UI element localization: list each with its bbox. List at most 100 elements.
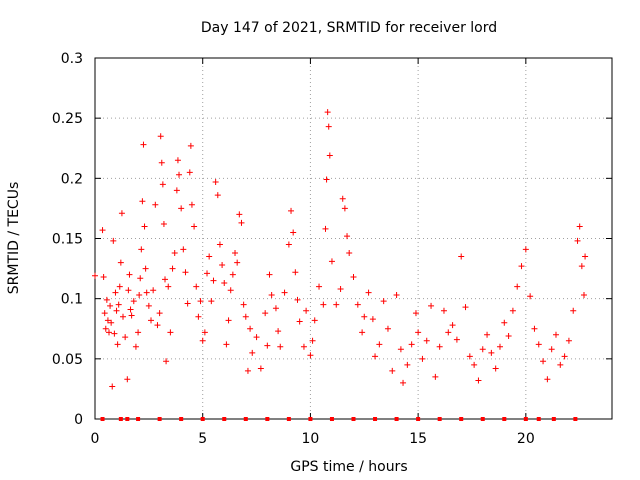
data-point bbox=[380, 298, 387, 305]
data-point bbox=[436, 343, 443, 350]
data-point bbox=[527, 293, 534, 300]
data-point bbox=[159, 181, 166, 188]
data-point bbox=[384, 325, 391, 332]
data-point bbox=[102, 325, 109, 332]
data-point bbox=[148, 317, 155, 324]
data-points bbox=[92, 109, 589, 390]
data-point bbox=[154, 322, 161, 329]
data-point bbox=[173, 187, 180, 194]
data-point bbox=[496, 343, 503, 350]
y-tick-label: 0.05 bbox=[52, 352, 83, 368]
data-point bbox=[188, 201, 195, 208]
data-point bbox=[445, 329, 452, 336]
data-point bbox=[212, 178, 219, 185]
data-point bbox=[142, 265, 149, 272]
data-point bbox=[365, 289, 372, 296]
data-point bbox=[110, 237, 117, 244]
data-point bbox=[570, 307, 577, 314]
data-point bbox=[479, 346, 486, 353]
data-point bbox=[341, 205, 348, 212]
axis-marker bbox=[373, 417, 378, 421]
data-point bbox=[125, 287, 132, 294]
axis-marker bbox=[100, 417, 105, 421]
data-point bbox=[223, 341, 230, 348]
data-point bbox=[103, 296, 110, 303]
axis-marker bbox=[157, 417, 162, 421]
data-point bbox=[294, 296, 301, 303]
data-point bbox=[415, 329, 422, 336]
data-point bbox=[229, 271, 236, 278]
data-point bbox=[132, 343, 139, 350]
data-point bbox=[106, 329, 113, 336]
data-point bbox=[145, 302, 152, 309]
data-point bbox=[346, 249, 353, 256]
data-point bbox=[140, 141, 147, 148]
data-point bbox=[296, 318, 303, 325]
data-point bbox=[143, 289, 150, 296]
data-point bbox=[167, 329, 174, 336]
data-point bbox=[247, 325, 254, 332]
data-point bbox=[169, 265, 176, 272]
data-point bbox=[221, 280, 228, 287]
x-tick-label: 10 bbox=[302, 431, 320, 447]
axis-marker bbox=[536, 417, 541, 421]
data-point bbox=[249, 349, 256, 356]
x-tick-label: 5 bbox=[198, 431, 207, 447]
data-point bbox=[565, 337, 572, 344]
data-point bbox=[112, 289, 119, 296]
data-point bbox=[397, 346, 404, 353]
data-point bbox=[187, 142, 194, 149]
data-point bbox=[171, 249, 178, 256]
data-point bbox=[300, 343, 307, 350]
data-point bbox=[404, 361, 411, 368]
axis-marker bbox=[286, 417, 291, 421]
data-point bbox=[101, 310, 108, 317]
axis-marker bbox=[179, 417, 184, 421]
data-point bbox=[285, 241, 292, 248]
y-tick-label: 0.25 bbox=[52, 111, 83, 127]
axis-marker bbox=[523, 417, 528, 421]
data-point bbox=[236, 211, 243, 218]
data-point bbox=[582, 253, 589, 260]
data-point bbox=[576, 223, 583, 230]
axis-marker bbox=[200, 417, 205, 421]
data-point bbox=[540, 358, 547, 365]
data-point bbox=[199, 337, 206, 344]
data-point bbox=[393, 292, 400, 299]
axis-marker bbox=[459, 417, 464, 421]
data-point bbox=[389, 367, 396, 374]
data-point bbox=[193, 283, 200, 290]
data-point bbox=[322, 225, 329, 232]
data-point bbox=[108, 319, 115, 326]
data-point bbox=[505, 332, 512, 339]
data-point bbox=[115, 301, 122, 308]
x-tick-label: 0 bbox=[91, 431, 100, 447]
data-point bbox=[186, 169, 193, 176]
data-point bbox=[471, 361, 478, 368]
data-point bbox=[307, 352, 314, 359]
data-point bbox=[120, 313, 127, 320]
data-point bbox=[182, 269, 189, 276]
axis-marker bbox=[136, 417, 141, 421]
data-point bbox=[234, 259, 241, 266]
data-point bbox=[191, 223, 198, 230]
data-point bbox=[462, 304, 469, 311]
data-point bbox=[150, 287, 157, 294]
x-tick-label: 15 bbox=[409, 431, 427, 447]
y-tick-label: 0.2 bbox=[61, 171, 83, 187]
data-point bbox=[184, 300, 191, 307]
data-point bbox=[339, 195, 346, 202]
data-point bbox=[412, 310, 419, 317]
data-point bbox=[135, 329, 142, 336]
data-point bbox=[292, 269, 299, 276]
data-point bbox=[281, 289, 288, 296]
data-point bbox=[126, 271, 133, 278]
data-point bbox=[531, 325, 538, 332]
data-point bbox=[113, 307, 120, 314]
x-axis-label: GPS time / hours bbox=[290, 459, 407, 475]
y-tick-label: 0 bbox=[74, 412, 83, 428]
data-point bbox=[178, 205, 185, 212]
data-point bbox=[419, 355, 426, 362]
data-point bbox=[272, 305, 279, 312]
